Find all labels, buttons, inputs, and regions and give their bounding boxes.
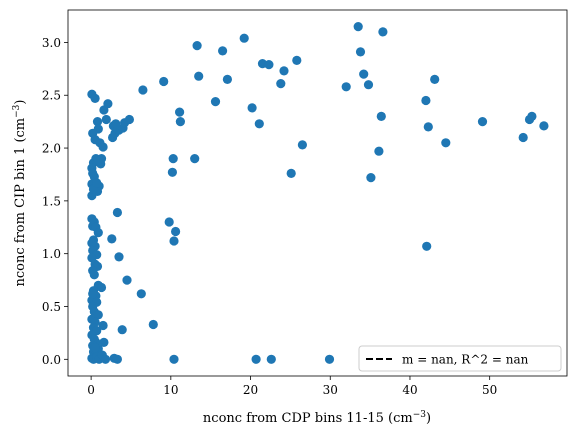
legend-box — [358, 345, 562, 372]
data-point — [539, 121, 549, 131]
data-point — [169, 354, 179, 364]
plot-frame — [67, 9, 568, 377]
y-axis-label: nconc from CIP bin 1 (cm−3) — [12, 100, 28, 287]
data-point — [114, 252, 124, 262]
data-point — [111, 119, 121, 129]
data-point — [171, 226, 181, 237]
y-tick-label: 2.5 — [42, 89, 61, 103]
data-point — [148, 319, 158, 330]
data-point — [90, 343, 100, 353]
data-point — [136, 289, 146, 299]
data-point — [164, 217, 174, 227]
data-point — [96, 282, 107, 293]
data-point — [194, 71, 204, 81]
data-point — [112, 354, 122, 364]
data-point — [421, 95, 431, 106]
x-tick-label: 10 — [163, 383, 178, 397]
data-point — [324, 354, 335, 364]
data-point — [376, 111, 386, 121]
data-point — [251, 354, 261, 364]
data-point — [247, 103, 257, 113]
data-point — [124, 114, 134, 125]
y-tick-label: 3.0 — [42, 36, 61, 50]
data-point — [276, 79, 286, 89]
data-point — [88, 289, 98, 299]
data-point — [167, 167, 177, 177]
data-point — [122, 275, 132, 285]
x-tick-label: 20 — [243, 383, 258, 397]
data-point — [210, 97, 221, 107]
data-point — [168, 154, 178, 164]
data-point — [363, 80, 374, 90]
data-point — [100, 354, 111, 364]
data-point — [169, 236, 179, 246]
data-point — [374, 146, 384, 156]
data-points — [87, 22, 549, 364]
data-point — [264, 60, 274, 70]
y-axis-ticks: 0.0 0.5 1.0 1.5 2.0 2.5 3.0 — [42, 36, 68, 367]
data-point — [103, 99, 113, 109]
data-point — [359, 69, 369, 79]
data-point — [190, 154, 200, 164]
legend: m = nan, R^2 = nan — [358, 345, 562, 372]
data-point — [422, 241, 432, 251]
data-point — [254, 119, 264, 129]
data-point — [477, 117, 488, 127]
data-point — [297, 140, 307, 150]
y-tick-label: 1.0 — [42, 247, 61, 261]
y-tick-label: 0.0 — [42, 353, 61, 367]
data-point — [138, 85, 148, 95]
data-point — [175, 107, 185, 117]
x-tick-label: 40 — [402, 383, 417, 397]
data-point — [218, 46, 228, 56]
data-point — [266, 354, 276, 364]
data-point — [192, 41, 202, 51]
data-point — [93, 228, 103, 238]
data-point — [441, 138, 451, 148]
data-point — [98, 320, 108, 331]
data-point — [92, 178, 102, 188]
legend-label: m = nan, R^2 = nan — [402, 353, 529, 367]
data-point — [366, 173, 376, 183]
data-point — [159, 76, 169, 87]
data-point — [98, 142, 108, 152]
y-tick-label: 2.0 — [42, 142, 61, 156]
data-point — [175, 117, 185, 127]
data-point — [292, 55, 302, 65]
data-point — [378, 27, 388, 37]
data-point — [99, 337, 109, 347]
x-tick-label: 30 — [323, 383, 338, 397]
data-point — [93, 155, 103, 165]
data-point — [518, 132, 528, 143]
data-point — [423, 122, 433, 132]
data-point — [112, 207, 122, 218]
x-tick-label: 50 — [482, 383, 497, 397]
data-point — [286, 168, 296, 178]
x-axis-ticks: 0 10 20 30 40 50 — [87, 376, 497, 397]
data-point — [239, 33, 249, 43]
data-point — [430, 74, 440, 84]
data-point — [527, 111, 537, 121]
y-tick-label: 0.5 — [42, 300, 61, 314]
x-axis-label: nconc from CDP bins 11-15 (cm−3) — [203, 410, 431, 426]
x-tick-label: 0 — [87, 383, 95, 397]
data-point — [101, 114, 111, 125]
data-point — [355, 47, 366, 57]
y-tick-label: 1.5 — [42, 194, 61, 208]
data-point — [107, 234, 117, 244]
data-point — [279, 66, 289, 76]
data-point — [353, 22, 363, 32]
data-point — [222, 74, 232, 84]
data-point — [89, 270, 99, 280]
data-point — [117, 325, 127, 335]
data-point — [341, 82, 351, 92]
data-point — [92, 117, 103, 127]
data-point — [90, 93, 100, 103]
